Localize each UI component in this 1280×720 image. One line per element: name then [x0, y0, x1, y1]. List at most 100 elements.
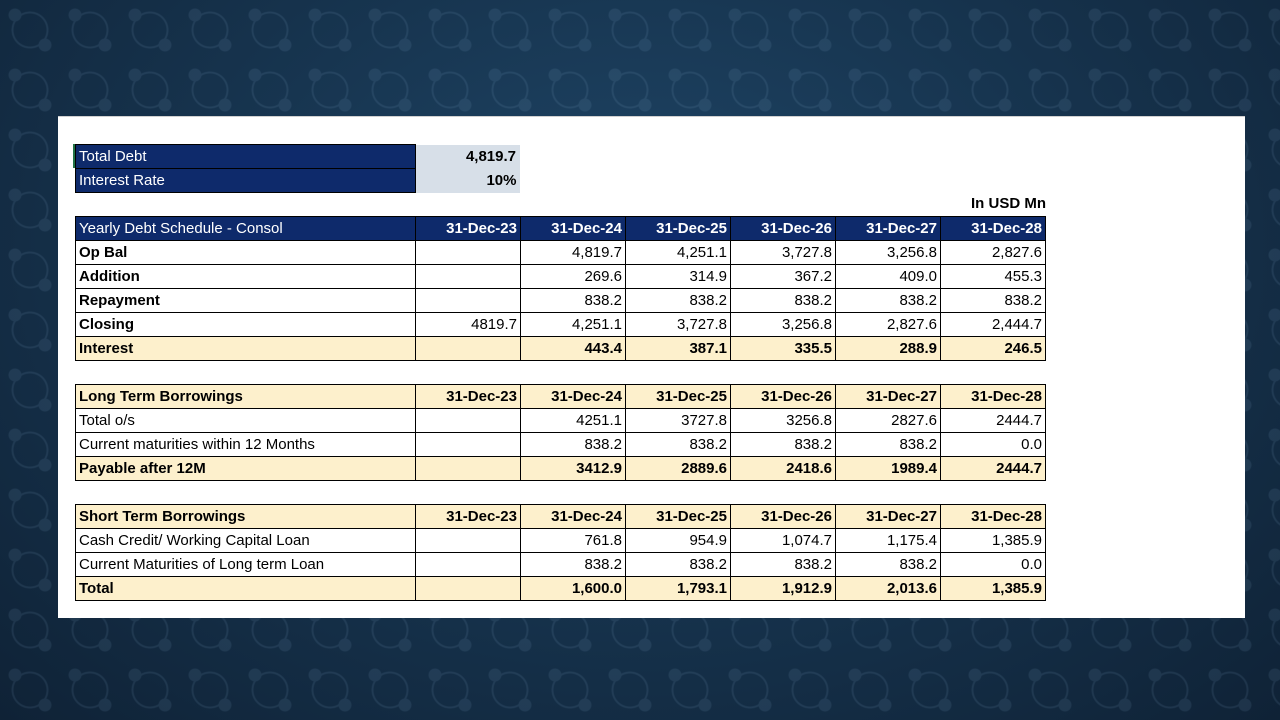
table-cell[interactable]: 367.2 [730, 264, 836, 289]
table-cell[interactable]: 269.6 [520, 264, 626, 289]
table-cell[interactable]: 4819.7 [415, 312, 521, 337]
table-cell[interactable]: 4,819.7 [520, 240, 626, 265]
header-cell[interactable]: 31-Dec-24 [520, 504, 626, 529]
table-cell[interactable]: 3,256.8 [730, 312, 836, 337]
table-cell[interactable] [415, 528, 521, 553]
table-cell[interactable]: 838.2 [520, 552, 626, 577]
table-cell[interactable]: 2827.6 [835, 408, 941, 433]
table-cell[interactable] [415, 576, 521, 601]
table-cell[interactable] [415, 264, 521, 289]
table-cell[interactable]: 409.0 [835, 264, 941, 289]
row-label[interactable]: Current maturities within 12 Months [75, 432, 416, 457]
table-cell[interactable]: 1,385.9 [940, 576, 1046, 601]
interest-rate-label[interactable]: Interest Rate [75, 168, 416, 193]
header-cell[interactable]: 31-Dec-26 [730, 384, 836, 409]
table-cell[interactable]: 3,727.8 [625, 312, 731, 337]
table-cell[interactable]: 1,600.0 [520, 576, 626, 601]
table-cell[interactable]: 0.0 [940, 432, 1046, 457]
table-cell[interactable]: 2,827.6 [940, 240, 1046, 265]
header-cell[interactable]: 31-Dec-27 [835, 216, 941, 241]
table-cell[interactable]: 838.2 [520, 288, 626, 313]
table-cell[interactable]: 838.2 [520, 432, 626, 457]
table-cell[interactable]: 838.2 [730, 552, 836, 577]
table-cell[interactable]: 4,251.1 [520, 312, 626, 337]
table-cell[interactable]: 838.2 [730, 288, 836, 313]
header-cell[interactable]: 31-Dec-27 [835, 504, 941, 529]
header-cell[interactable]: 31-Dec-23 [415, 216, 521, 241]
table-cell[interactable]: 3256.8 [730, 408, 836, 433]
table-cell[interactable]: 2889.6 [625, 456, 731, 481]
table-cell[interactable] [415, 408, 521, 433]
table-cell[interactable]: 838.2 [940, 288, 1046, 313]
header-cell[interactable]: 31-Dec-25 [625, 216, 731, 241]
table-cell[interactable] [415, 552, 521, 577]
table-cell[interactable]: 954.9 [625, 528, 731, 553]
table-cell[interactable]: 838.2 [835, 432, 941, 457]
row-label[interactable]: Cash Credit/ Working Capital Loan [75, 528, 416, 553]
header-cell[interactable]: 31-Dec-24 [520, 384, 626, 409]
header-cell[interactable]: 31-Dec-25 [625, 384, 731, 409]
table-cell[interactable]: 838.2 [730, 432, 836, 457]
row-label[interactable]: Current Maturities of Long term Loan [75, 552, 416, 577]
row-label[interactable]: Interest [75, 336, 416, 361]
table-cell[interactable]: 761.8 [520, 528, 626, 553]
row-label[interactable]: Repayment [75, 288, 416, 313]
header-cell[interactable]: 31-Dec-26 [730, 216, 836, 241]
row-label[interactable]: Payable after 12M [75, 456, 416, 481]
table-cell[interactable] [415, 456, 521, 481]
table-cell[interactable]: 1,912.9 [730, 576, 836, 601]
table-cell[interactable] [415, 240, 521, 265]
table-cell[interactable]: 455.3 [940, 264, 1046, 289]
table-cell[interactable]: 0.0 [940, 552, 1046, 577]
header-cell[interactable]: Short Term Borrowings [75, 504, 416, 529]
table-cell[interactable]: 2,444.7 [940, 312, 1046, 337]
total-debt-value[interactable]: 4,819.7 [415, 144, 520, 169]
header-cell[interactable]: 31-Dec-28 [940, 504, 1046, 529]
header-cell[interactable]: 31-Dec-24 [520, 216, 626, 241]
table-cell[interactable]: 246.5 [940, 336, 1046, 361]
table-cell[interactable]: 443.4 [520, 336, 626, 361]
table-cell[interactable]: 3,256.8 [835, 240, 941, 265]
header-cell[interactable]: Long Term Borrowings [75, 384, 416, 409]
table-cell[interactable]: 2,013.6 [835, 576, 941, 601]
row-label[interactable]: Total o/s [75, 408, 416, 433]
header-cell[interactable]: 31-Dec-25 [625, 504, 731, 529]
table-cell[interactable]: 2,827.6 [835, 312, 941, 337]
table-cell[interactable]: 387.1 [625, 336, 731, 361]
table-cell[interactable]: 2418.6 [730, 456, 836, 481]
row-label[interactable]: Op Bal [75, 240, 416, 265]
header-cell[interactable]: 31-Dec-26 [730, 504, 836, 529]
table-cell[interactable]: 3727.8 [625, 408, 731, 433]
table-cell[interactable] [415, 288, 521, 313]
header-cell[interactable]: 31-Dec-28 [940, 216, 1046, 241]
table-cell[interactable]: 3412.9 [520, 456, 626, 481]
table-cell[interactable]: 838.2 [835, 552, 941, 577]
table-cell[interactable]: 3,727.8 [730, 240, 836, 265]
header-cell[interactable]: 31-Dec-23 [415, 384, 521, 409]
table-cell[interactable]: 2444.7 [940, 456, 1046, 481]
header-cell[interactable]: Yearly Debt Schedule - Consol [75, 216, 416, 241]
table-cell[interactable]: 1,385.9 [940, 528, 1046, 553]
header-cell[interactable]: 31-Dec-23 [415, 504, 521, 529]
table-cell[interactable]: 4,251.1 [625, 240, 731, 265]
table-cell[interactable]: 1,793.1 [625, 576, 731, 601]
table-cell[interactable]: 1989.4 [835, 456, 941, 481]
table-cell[interactable]: 288.9 [835, 336, 941, 361]
total-debt-label[interactable]: Total Debt [75, 144, 416, 169]
table-cell[interactable]: 1,175.4 [835, 528, 941, 553]
table-cell[interactable] [415, 336, 521, 361]
table-cell[interactable]: 4251.1 [520, 408, 626, 433]
table-cell[interactable]: 314.9 [625, 264, 731, 289]
header-cell[interactable]: 31-Dec-28 [940, 384, 1046, 409]
table-cell[interactable]: 1,074.7 [730, 528, 836, 553]
header-cell[interactable]: 31-Dec-27 [835, 384, 941, 409]
table-cell[interactable]: 2444.7 [940, 408, 1046, 433]
table-cell[interactable]: 838.2 [625, 552, 731, 577]
row-label[interactable]: Total [75, 576, 416, 601]
row-label[interactable]: Addition [75, 264, 416, 289]
table-cell[interactable]: 838.2 [835, 288, 941, 313]
interest-rate-value[interactable]: 10% [415, 168, 520, 193]
table-cell[interactable] [415, 432, 521, 457]
row-label[interactable]: Closing [75, 312, 416, 337]
table-cell[interactable]: 335.5 [730, 336, 836, 361]
